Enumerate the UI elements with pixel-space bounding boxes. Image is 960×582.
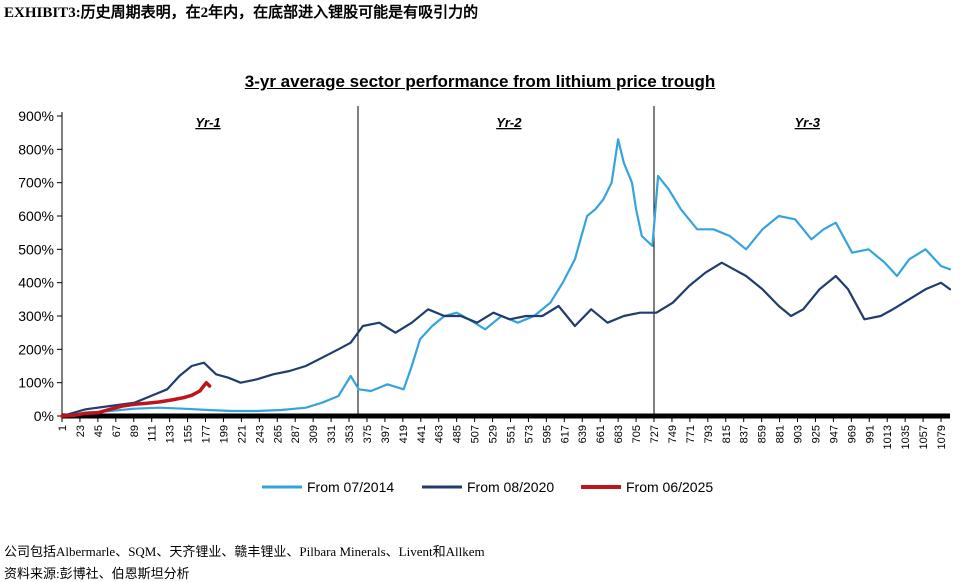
x-tick-label: 463 xyxy=(434,425,446,443)
x-tick-label: 639 xyxy=(577,425,589,443)
x-tick-label: 727 xyxy=(649,425,661,443)
x-tick-label: 991 xyxy=(864,425,876,443)
x-tick-label: 243 xyxy=(254,425,266,443)
x-tick-label: 815 xyxy=(721,425,733,443)
x-tick-label: 925 xyxy=(810,425,822,443)
y-tick-label: 300% xyxy=(18,308,54,324)
x-tick-label: 287 xyxy=(290,425,302,443)
x-tick-label: 89 xyxy=(129,425,141,437)
series-line-1 xyxy=(60,138,952,418)
x-tick-label: 1057 xyxy=(918,425,930,449)
x-tick-label: 111 xyxy=(147,425,159,442)
x-tick-label: 617 xyxy=(559,425,571,443)
y-tick-label: 200% xyxy=(18,341,54,357)
legend: From 07/2014 From 08/2020 From 06/2025 xyxy=(262,479,713,495)
companies-note: 公司包括Albermarle、SQM、天齐锂业、赣丰锂业、Pilbara Min… xyxy=(4,544,485,559)
x-tick-label: 419 xyxy=(398,425,410,443)
x-tick-label: 903 xyxy=(793,425,805,443)
x-tick-label: 859 xyxy=(757,425,769,443)
series-group xyxy=(60,138,952,418)
x-tick-label: 199 xyxy=(218,425,230,443)
x-tick-label: 1079 xyxy=(936,425,948,449)
x-tick-label: 485 xyxy=(452,425,464,443)
x-tick-label: 441 xyxy=(416,425,428,443)
y-tick-label: 500% xyxy=(18,241,54,257)
x-tick-label: 133 xyxy=(165,425,177,443)
x-tick-label: 177 xyxy=(201,425,213,443)
legend-label: From 06/2025 xyxy=(626,479,713,495)
x-tick-label: 749 xyxy=(667,425,679,443)
legend-label: From 07/2014 xyxy=(307,479,394,495)
x-tick-label: 573 xyxy=(523,425,535,443)
x-tick-label: 331 xyxy=(326,425,338,443)
y-tick-label: 0% xyxy=(34,408,54,424)
y-tick-label: 800% xyxy=(18,141,54,157)
x-tick-label: 353 xyxy=(344,425,356,443)
year-label: Yr-1 xyxy=(195,115,220,130)
x-tick-label: 771 xyxy=(685,425,697,443)
y-tick-label: 700% xyxy=(18,175,54,191)
exhibit-title: EXHIBIT3:历史周期表明，在2年内，在底部进入锂股可能是有吸引力的 xyxy=(4,5,479,21)
x-tick-label: 793 xyxy=(703,425,715,443)
year-label: Yr-2 xyxy=(496,115,522,130)
x-tick-label: 221 xyxy=(236,425,248,443)
x-tick-label: 1035 xyxy=(900,425,912,449)
x-tick-label: 683 xyxy=(613,425,625,443)
x-tick-label: 1 xyxy=(57,425,69,431)
x-tick-label: 507 xyxy=(470,425,482,443)
y-tick-label: 600% xyxy=(18,208,54,224)
x-axis: 1 23 45 67 89 111 133 155 177 199 221 243 265 287 309 3… xyxy=(57,413,950,449)
x-tick-label: 397 xyxy=(380,425,392,443)
x-tick-label: 551 xyxy=(505,425,517,443)
x-tick-label: 23 xyxy=(75,425,87,437)
source-note: 资料来源:彭博社、伯恩斯坦分析 xyxy=(4,566,190,581)
y-axis: 0% 100% 200% 300% 400% 500% 600% 700% 800% 900% xyxy=(18,108,63,424)
year-label: Yr-3 xyxy=(795,115,821,130)
x-tick-label: 837 xyxy=(739,425,751,443)
year-dividers: Yr-1 Yr-2 Yr-3 xyxy=(195,106,821,416)
x-tick-label: 67 xyxy=(111,425,123,437)
legend-label: From 08/2020 xyxy=(467,479,554,495)
x-tick-label: 529 xyxy=(488,425,500,443)
x-tick-label: 881 xyxy=(775,425,787,443)
x-tick-label: 661 xyxy=(595,425,607,443)
series-line-2 xyxy=(60,261,952,418)
y-tick-label: 100% xyxy=(18,375,54,391)
x-tick-label: 309 xyxy=(308,425,320,443)
x-tick-label: 45 xyxy=(93,425,105,437)
x-tick-label: 1013 xyxy=(882,425,894,449)
y-tick-label: 900% xyxy=(18,108,54,124)
x-tick-label: 969 xyxy=(846,425,858,443)
x-tick-label: 947 xyxy=(828,425,840,443)
x-tick-label: 595 xyxy=(541,425,553,443)
x-tick-label: 265 xyxy=(272,425,284,443)
chart-title: 3-yr average sector performance from lit… xyxy=(244,72,716,91)
series-line-3 xyxy=(60,380,212,418)
x-tick-label: 705 xyxy=(631,425,643,443)
x-tick-label: 155 xyxy=(183,425,195,443)
y-tick-label: 400% xyxy=(18,275,54,291)
x-tick-label: 375 xyxy=(362,425,374,443)
